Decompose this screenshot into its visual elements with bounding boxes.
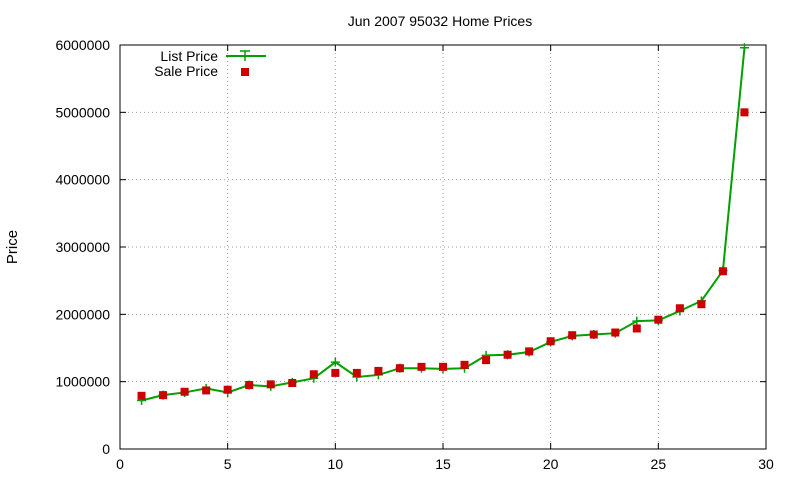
list-price-point <box>739 43 749 53</box>
data-series <box>137 43 749 406</box>
legend-label-sale-price: Sale Price <box>154 63 218 79</box>
x-tick-label: 30 <box>758 456 774 472</box>
x-tick-label: 5 <box>224 456 232 472</box>
x-tick-labels: 0 5 10 15 20 25 30 <box>116 456 774 472</box>
y-tick-label: 1000000 <box>55 374 110 390</box>
x-tick-label: 15 <box>435 456 451 472</box>
sale-price-point <box>395 364 404 373</box>
sale-price-point <box>740 108 749 117</box>
y-tick-label: 3000000 <box>55 239 110 255</box>
sale-price-point <box>589 330 598 339</box>
legend: List Price Sale Price <box>154 48 266 79</box>
sale-price-point <box>654 315 663 324</box>
x-tick-label: 20 <box>543 456 559 472</box>
legend-swatch-sale-price <box>241 68 249 76</box>
sale-price-point <box>374 366 383 375</box>
list-price-point <box>632 316 642 326</box>
axis-ticks <box>119 44 767 450</box>
y-tick-label: 4000000 <box>55 172 110 188</box>
sale-price-point <box>611 328 620 337</box>
y-tick-label: 0 <box>102 441 110 457</box>
sale-price-point <box>439 362 447 371</box>
sale-price-point <box>546 337 555 346</box>
y-tick-label: 6000000 <box>55 37 110 53</box>
sale-price-point <box>223 385 232 394</box>
sale-price-point <box>331 368 340 377</box>
y-axis-label: Price <box>4 230 21 264</box>
sale-price-point <box>460 360 469 369</box>
sale-price-point <box>245 381 254 390</box>
sale-price-point <box>632 324 641 333</box>
sale-price-point <box>697 300 706 309</box>
y-tick-labels: 0 1000000 2000000 3000000 4000000 5000000 6000… <box>55 37 110 457</box>
sale-price-point <box>718 267 727 276</box>
sale-price-point <box>417 362 426 371</box>
sale-price-point <box>568 331 577 340</box>
sale-price-point <box>503 350 512 359</box>
sale-price-point <box>202 386 211 395</box>
legend-swatch-list-price-cross <box>240 50 250 61</box>
sale-price-point <box>525 347 534 356</box>
x-tick-label: 10 <box>328 456 344 472</box>
sale-price-point <box>309 370 318 379</box>
legend-label-list-price: List Price <box>160 48 218 64</box>
x-tick-label: 25 <box>651 456 667 472</box>
sale-price-point <box>288 379 297 388</box>
x-tick-label: 0 <box>116 456 124 472</box>
list-price-point <box>330 357 340 367</box>
sale-price-point <box>159 391 168 400</box>
sale-price-point <box>137 391 146 400</box>
y-tick-label: 2000000 <box>55 306 110 322</box>
list-price-line <box>141 47 746 402</box>
sale-price-point <box>266 380 275 389</box>
chart-title: Jun 2007 95032 Home Prices <box>348 13 532 29</box>
sale-price-point <box>675 304 684 313</box>
y-tick-label: 5000000 <box>55 104 110 120</box>
sale-price-point <box>482 356 491 365</box>
sale-price-point <box>352 368 361 377</box>
sale-price-point <box>180 387 189 396</box>
grid-lines <box>120 45 766 449</box>
